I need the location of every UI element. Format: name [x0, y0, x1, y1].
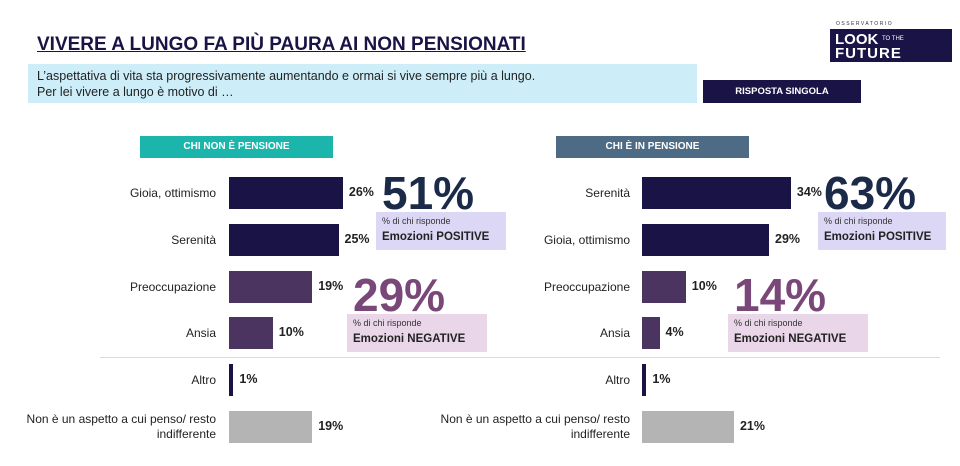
category-label: Ansia: [599, 325, 630, 340]
category-label: Non è un aspetto a cui penso/ resto indi…: [440, 412, 630, 441]
value-label: 10%: [691, 279, 717, 293]
bar: [642, 317, 660, 349]
callout-label: Emozioni NEGATIVE: [353, 333, 466, 345]
logo-small: TO THE: [882, 36, 904, 42]
category-label: Altro: [191, 372, 216, 387]
bar: [642, 177, 791, 209]
callout-value: 51%: [382, 167, 475, 219]
value-label: 19%: [318, 419, 344, 433]
bar: [229, 271, 313, 303]
callout-label: Emozioni POSITIVE: [824, 231, 932, 243]
category-label: Gioia, ottimismo: [543, 232, 630, 247]
logo-main: LOOK: [835, 31, 879, 48]
value-label: 1%: [652, 372, 671, 386]
value-label: 4%: [665, 325, 684, 339]
subtitle-box: L’aspettativa di vita sta progressivamen…: [28, 64, 697, 103]
category-label: Preoccupazione: [129, 279, 216, 294]
subtitle-line: L’aspettativa di vita sta progressivamen…: [37, 69, 536, 83]
value-label: 29%: [775, 232, 801, 246]
value-label: 10%: [278, 325, 304, 339]
subtitle-line: Per lei vivere a lungo è motivo di …: [37, 85, 234, 99]
category-label: Altro: [605, 372, 630, 387]
callout-note: % di chi risponde: [353, 318, 422, 328]
callout-box: [818, 212, 946, 250]
value-label: 34%: [796, 185, 822, 199]
value-label: 1%: [239, 372, 258, 386]
bar: [642, 271, 686, 303]
logo-bottom: FUTURE: [835, 45, 902, 62]
callout-note: % di chi risponde: [734, 318, 803, 328]
value-label: 25%: [344, 232, 370, 246]
category-label: Ansia: [185, 325, 216, 340]
category-label: Serenità: [585, 185, 630, 200]
bar: [229, 317, 273, 349]
value-label: 21%: [739, 419, 765, 433]
bar: [642, 364, 647, 396]
callout-value: 14%: [734, 269, 827, 321]
logo: LOOK TO THE FUTURE: [830, 29, 952, 62]
callout-box: [347, 314, 487, 352]
category-label: Gioia, ottimismo: [129, 185, 216, 200]
callout-box: [376, 212, 506, 250]
callout-value: 63%: [824, 167, 917, 219]
bar: [229, 177, 343, 209]
separator: [100, 357, 940, 358]
bar: [229, 224, 339, 256]
callout-note: % di chi risponde: [824, 216, 893, 226]
callout-note: % di chi risponde: [382, 216, 451, 226]
bar: [229, 364, 234, 396]
bar: [642, 224, 770, 256]
category-label: Non è un aspetto a cui penso/ resto indi…: [26, 412, 216, 441]
value-label: 19%: [318, 279, 344, 293]
value-label: 26%: [348, 185, 374, 199]
category-label: Serenità: [171, 232, 216, 247]
chart-header: CHI È IN PENSIONE: [556, 136, 749, 158]
category-label: Preoccupazione: [543, 279, 630, 294]
slide-title: VIVERE A LUNGO FA PIÙ PAURA AI NON PENSI…: [37, 34, 526, 55]
logo-top: OSSERVATORIO: [836, 21, 894, 27]
callout-label: Emozioni NEGATIVE: [734, 333, 847, 345]
callout-label: Emozioni POSITIVE: [382, 231, 490, 243]
badge: RISPOSTA SINGOLA: [703, 80, 861, 103]
bar: [229, 411, 313, 443]
chart-header: CHI NON È PENSIONE: [140, 136, 333, 158]
bar: [642, 411, 734, 443]
callout-box: [728, 314, 868, 352]
callout-value: 29%: [353, 269, 446, 321]
